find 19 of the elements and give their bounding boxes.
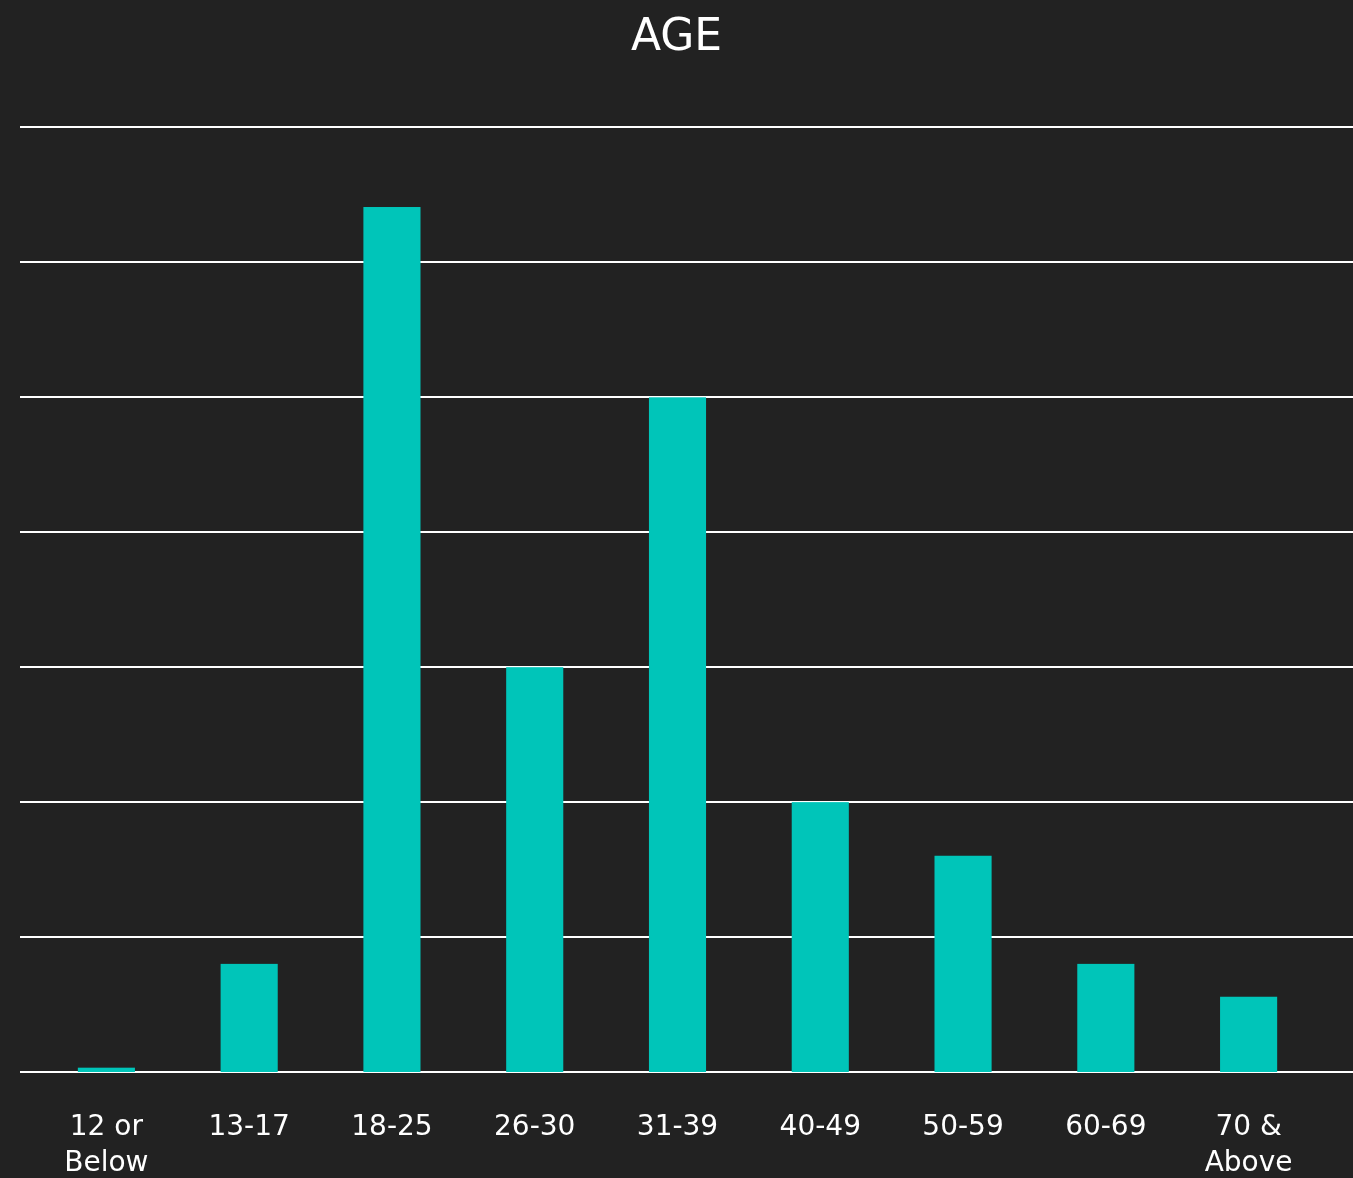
bar — [506, 667, 564, 1072]
bar — [1077, 963, 1135, 1072]
bar — [934, 855, 992, 1072]
x-tick-label: 31-39 — [636, 1109, 719, 1142]
chart-title: AGE — [630, 9, 723, 60]
bar — [77, 1067, 135, 1072]
bar — [791, 802, 849, 1072]
bar — [363, 207, 421, 1072]
bar — [220, 963, 278, 1072]
bar — [648, 397, 707, 1072]
bar — [1220, 996, 1278, 1072]
x-tick-label: 70 & Above — [1204, 1109, 1293, 1178]
x-tick-label: 40-49 — [779, 1109, 861, 1142]
x-tick-label: 26-30 — [494, 1109, 576, 1142]
x-tick-label: 50-59 — [922, 1109, 1004, 1142]
x-tick-label: 13-17 — [208, 1109, 290, 1142]
x-tick-label: 12 or Below — [64, 1109, 149, 1178]
x-tick-label: 18-25 — [351, 1109, 433, 1142]
x-tick-label: 60-69 — [1065, 1109, 1147, 1142]
